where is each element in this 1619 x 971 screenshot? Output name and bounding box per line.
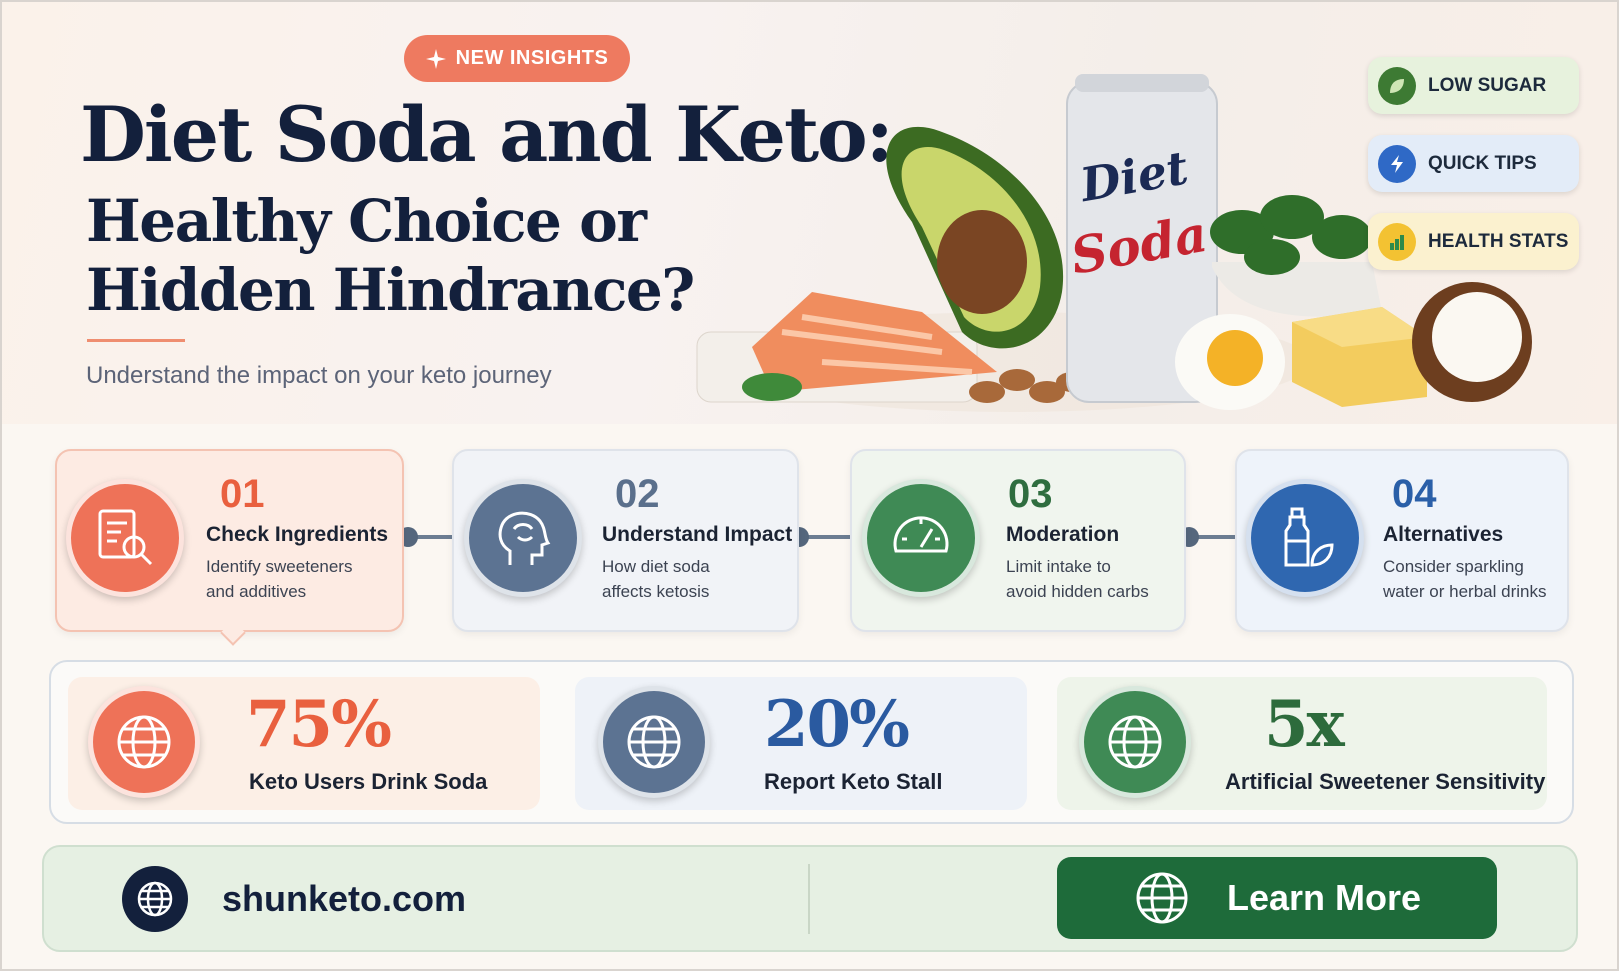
footer-divider — [808, 864, 810, 934]
connector — [1186, 535, 1235, 539]
document-search-icon — [98, 509, 153, 566]
stat-label: Keto Users Drink Soda — [249, 769, 488, 794]
globe — [117, 715, 171, 769]
globe-icon — [598, 686, 710, 798]
stat-value: 20% — [764, 687, 910, 762]
title-line: Hidden Hindrance? — [86, 256, 695, 324]
step-number: 02 — [615, 472, 660, 516]
step-number: 01 — [220, 472, 265, 516]
bolt-icon — [1391, 154, 1403, 173]
step-number: 03 — [1008, 472, 1053, 516]
step-description: How diet soda affects ketosis — [602, 554, 710, 604]
badge-text: NEW INSIGHTS — [455, 47, 609, 69]
step-icon — [464, 479, 582, 597]
description-line: Limit intake to — [1006, 557, 1111, 576]
tag: QUICK TIPS — [1368, 135, 1579, 192]
title-line: Diet Soda and Keto: — [80, 90, 894, 179]
bottle-leaf-icon — [1284, 507, 1334, 567]
tag-icon — [1378, 144, 1416, 183]
step-description: Consider sparkling water or herbal drinks — [1383, 554, 1546, 604]
step-description: Identify sweeteners and additives — [206, 554, 352, 604]
globe — [137, 881, 173, 917]
divider — [87, 339, 185, 342]
tag: LOW SUGAR — [1368, 57, 1579, 114]
description-line: and additives — [206, 582, 307, 601]
description-line: Identify sweeteners — [206, 557, 353, 576]
globe — [1108, 715, 1162, 769]
sparkle-icon — [425, 48, 446, 69]
step-icon — [1246, 479, 1364, 597]
stat-value: 5x — [1264, 687, 1345, 762]
step-title: Moderation — [1006, 523, 1120, 546]
step-number: 04 — [1392, 472, 1437, 516]
step-title: Understand Impact — [602, 523, 793, 546]
tag: HEALTH STATS — [1368, 213, 1579, 270]
bars-icon — [1390, 234, 1404, 250]
step-icon — [66, 479, 184, 597]
learn-more-button[interactable]: Learn More — [1057, 857, 1497, 939]
tag-icon — [1378, 222, 1416, 261]
globe — [1136, 872, 1188, 924]
description-line: affects ketosis — [602, 582, 710, 601]
website-link[interactable]: shunketo.com — [222, 878, 467, 919]
leaf-icon — [1390, 78, 1404, 93]
step-icon — [862, 479, 980, 597]
tag-text: LOW SUGAR — [1428, 74, 1547, 96]
gauge-icon — [893, 516, 949, 553]
tag-text: QUICK TIPS — [1428, 152, 1537, 174]
step-title: Alternatives — [1383, 523, 1504, 546]
globe-icon — [1079, 686, 1191, 798]
description-line: Consider sparkling — [1383, 557, 1524, 576]
stat-label: Report Keto Stall — [764, 769, 943, 794]
tag-text: HEALTH STATS — [1428, 230, 1569, 252]
step-description: Limit intake to avoid hidden carbs — [1006, 554, 1149, 604]
brain-icon — [498, 511, 551, 565]
description-line: water or herbal drinks — [1383, 582, 1547, 601]
food-illustration: Diet Soda — [696, 74, 1532, 412]
stat-value: 75% — [246, 687, 392, 762]
stat-label: Artificial Sweetener Sensitivity — [1225, 769, 1546, 794]
connector — [404, 535, 452, 539]
globe-icon — [88, 686, 200, 798]
subtitle: Understand the impact on your keto journ… — [86, 362, 552, 389]
site-icon — [122, 866, 188, 932]
button-label[interactable]: Learn More — [1226, 877, 1422, 918]
title-line: Healthy Choice or — [86, 187, 647, 255]
step-title: Check Ingredients — [206, 523, 389, 546]
badge: NEW INSIGHTS — [404, 35, 630, 82]
globe — [627, 715, 681, 769]
connector — [799, 535, 850, 539]
description-line: avoid hidden carbs — [1006, 582, 1149, 601]
description-line: How diet soda — [602, 557, 710, 576]
tag-icon — [1378, 66, 1416, 105]
